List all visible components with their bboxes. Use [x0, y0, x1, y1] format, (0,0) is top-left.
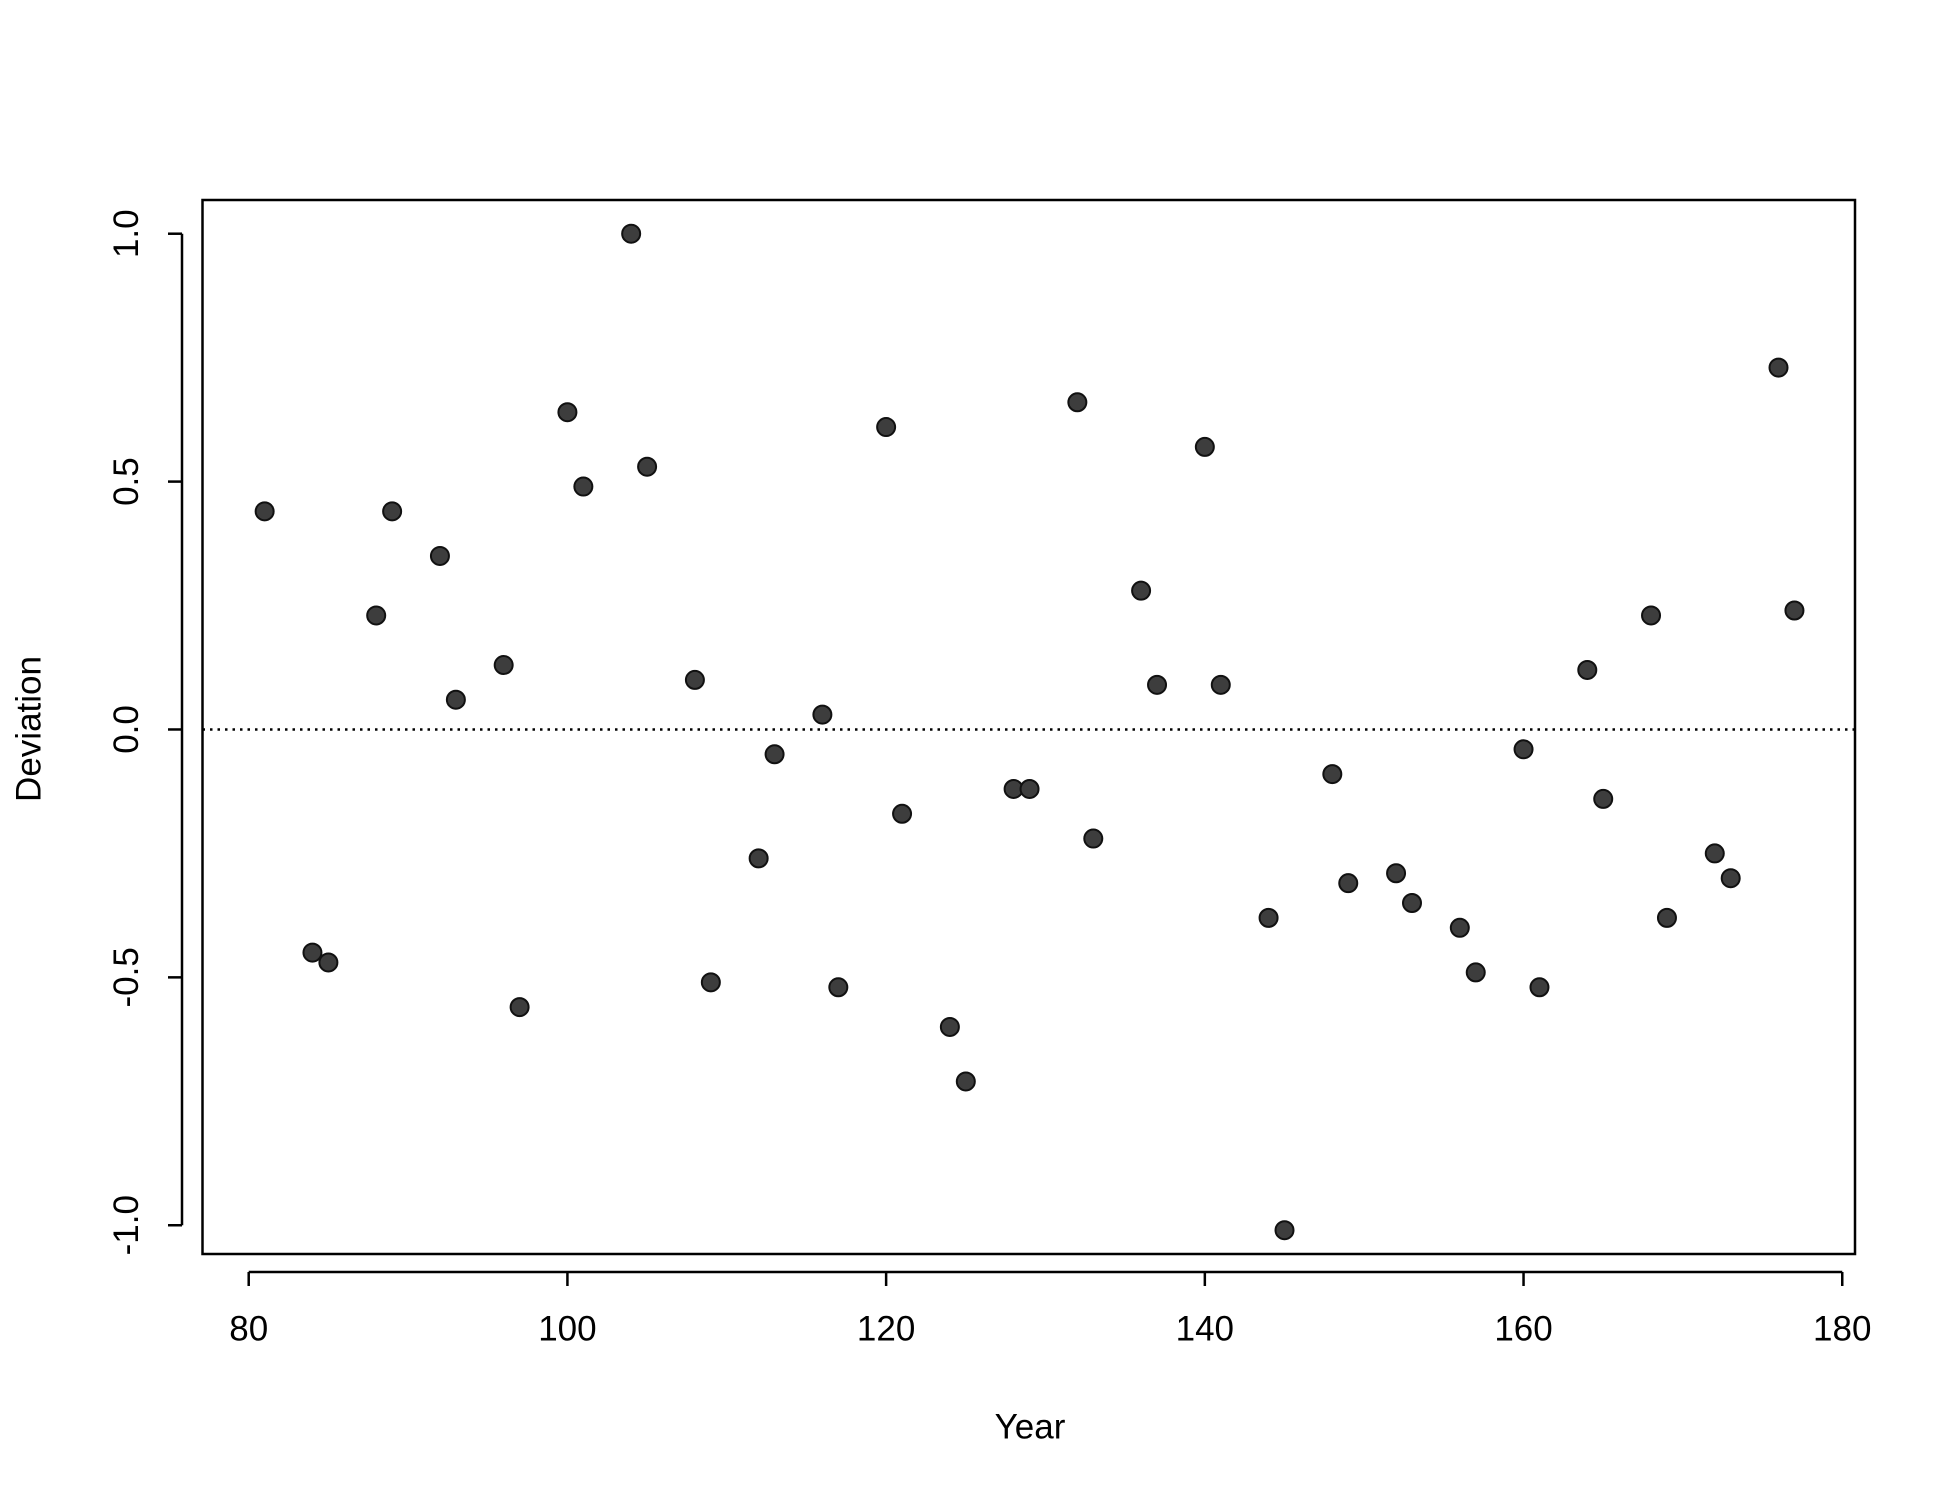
x-tick-label: 80: [229, 1309, 268, 1348]
y-tick-label: -1.0: [107, 1195, 146, 1255]
point: [445, 689, 466, 710]
point: [939, 1016, 960, 1037]
point: [892, 803, 913, 824]
x-axis-label: Year: [995, 1407, 1066, 1446]
y-axis-label: Deviation: [9, 656, 48, 802]
point: [764, 744, 785, 765]
point: [557, 402, 578, 423]
point: [382, 501, 403, 522]
point: [1338, 873, 1359, 894]
point: [1386, 863, 1407, 884]
point: [1210, 674, 1231, 695]
y-tick-label: 1.0: [107, 209, 146, 258]
x-tick-label: 140: [1176, 1309, 1234, 1348]
x-tick-label: 120: [857, 1309, 915, 1348]
plot-frame: [201, 198, 1857, 1256]
point: [1784, 600, 1805, 621]
point: [429, 545, 450, 566]
point: [1768, 357, 1789, 378]
point: [318, 952, 339, 973]
point: [748, 848, 769, 869]
point: [700, 972, 721, 993]
point: [1577, 659, 1598, 680]
point: [1513, 739, 1534, 760]
point: [1401, 892, 1422, 913]
point: [509, 997, 530, 1018]
y-tick-label: 0.5: [107, 457, 146, 506]
point: [1641, 605, 1662, 626]
point: [1258, 907, 1279, 928]
point: [1322, 764, 1343, 785]
point: [302, 942, 323, 963]
point: [1593, 788, 1614, 809]
x-tick-label: 100: [538, 1309, 596, 1348]
point: [1147, 674, 1168, 695]
point: [955, 1071, 976, 1092]
point: [812, 704, 833, 725]
point: [1465, 962, 1486, 983]
point: [1019, 778, 1040, 799]
y-tick-label: 0.0: [107, 705, 146, 754]
point: [1194, 436, 1215, 457]
x-tick-label: 180: [1813, 1309, 1871, 1348]
point: [1067, 392, 1088, 413]
point: [1131, 580, 1152, 601]
x-tick-label: 160: [1494, 1309, 1552, 1348]
point: [366, 605, 387, 626]
point: [828, 977, 849, 998]
point: [1704, 843, 1725, 864]
point: [637, 456, 658, 477]
point: [1449, 917, 1470, 938]
point: [684, 669, 705, 690]
point: [1529, 977, 1550, 998]
point: [1720, 868, 1741, 889]
point: [254, 501, 275, 522]
point: [573, 476, 594, 497]
point: [621, 223, 642, 244]
point: [1083, 828, 1104, 849]
point: [1656, 907, 1677, 928]
point: [493, 655, 514, 676]
point: [1274, 1220, 1295, 1241]
y-tick-label: -0.5: [107, 947, 146, 1007]
point: [876, 417, 897, 438]
